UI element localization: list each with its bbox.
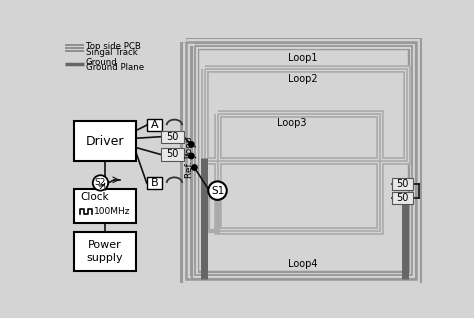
- Text: Loop2: Loop2: [288, 73, 318, 84]
- Text: 50: 50: [396, 193, 409, 203]
- Text: Singal Track: Singal Track: [86, 47, 137, 57]
- Text: A: A: [151, 120, 158, 130]
- Bar: [74, 189, 136, 223]
- Text: Ref. Loop: Ref. Loop: [184, 137, 193, 178]
- Bar: [146, 177, 162, 189]
- Text: Loop4: Loop4: [288, 259, 318, 269]
- Text: 50: 50: [166, 132, 178, 142]
- Text: 50: 50: [166, 149, 178, 159]
- Circle shape: [189, 142, 194, 147]
- Text: Ground: Ground: [86, 58, 118, 66]
- Text: Top side PCB: Top side PCB: [86, 42, 141, 51]
- Text: 50: 50: [396, 179, 409, 189]
- Text: B: B: [151, 178, 158, 188]
- Text: S1: S1: [211, 186, 224, 196]
- Circle shape: [208, 181, 227, 200]
- Bar: [161, 131, 183, 143]
- Text: S2: S2: [95, 178, 106, 187]
- Circle shape: [93, 175, 108, 190]
- Text: Clock: Clock: [81, 192, 109, 202]
- Text: Power
supply: Power supply: [87, 240, 123, 263]
- Bar: [392, 177, 413, 190]
- Text: 100MHz: 100MHz: [94, 207, 131, 216]
- Bar: [146, 119, 162, 131]
- Circle shape: [189, 153, 194, 159]
- Bar: [74, 232, 136, 271]
- Bar: [392, 192, 413, 204]
- Text: Driver: Driver: [86, 135, 124, 148]
- Text: Loop3: Loop3: [277, 118, 306, 128]
- Text: Ground Plane: Ground Plane: [86, 63, 144, 72]
- Text: Loop1: Loop1: [288, 53, 318, 63]
- Bar: [74, 121, 136, 161]
- Bar: [161, 148, 183, 161]
- Circle shape: [191, 165, 197, 170]
